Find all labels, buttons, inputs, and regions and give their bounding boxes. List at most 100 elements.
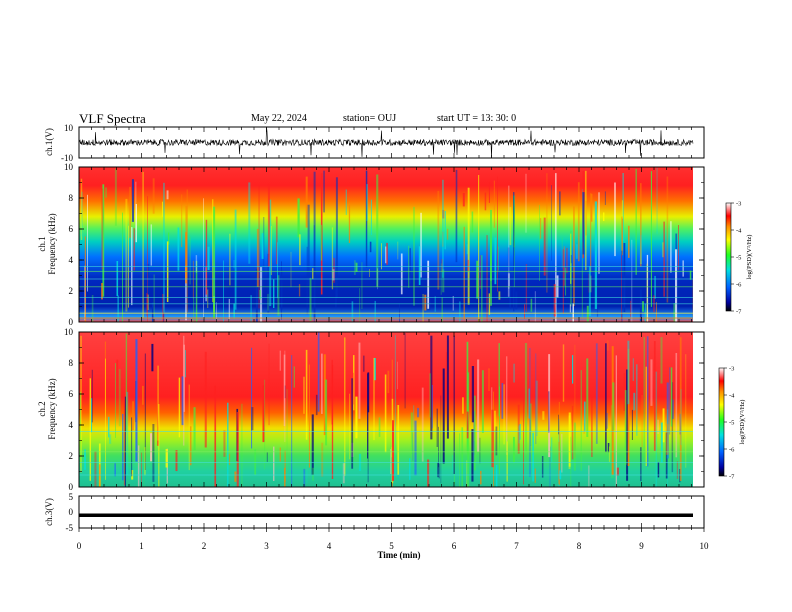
spectral-streak <box>251 407 254 431</box>
spectral-streak <box>114 463 116 477</box>
spectral-line <box>79 266 693 267</box>
ch3-waveform-ylabel: ch.3(V) <box>44 498 54 526</box>
spectral-streak <box>441 297 443 322</box>
spectral-streak <box>195 255 198 273</box>
spectral-streak <box>621 250 623 322</box>
spectral-streak <box>105 187 107 198</box>
spectral-streak <box>558 401 560 486</box>
spectral-streak <box>585 170 587 271</box>
spectral-streak <box>588 266 591 316</box>
spectral-streak <box>467 187 470 305</box>
spectral-streak <box>84 449 86 470</box>
spectral-streak <box>297 198 300 238</box>
spectral-streak <box>452 455 453 472</box>
spectral-streak <box>586 358 589 437</box>
ch2-colorbar <box>718 367 725 477</box>
spectral-streak <box>305 176 308 228</box>
spectral-streak <box>621 216 623 256</box>
spectral-streak <box>321 442 324 477</box>
spectral-streak <box>643 337 645 459</box>
spectral-streak <box>669 367 671 435</box>
spectral-streak <box>635 169 637 275</box>
spectral-streak <box>188 384 190 471</box>
spectral-streak <box>284 450 286 482</box>
spectral-streak <box>369 241 372 253</box>
spectral-streak <box>603 212 605 221</box>
spectral-streak <box>312 268 314 280</box>
spectral-streak <box>344 337 346 476</box>
start-time-label: start UT = 13: 30: 0 <box>437 113 517 124</box>
spectral-streak <box>397 241 399 260</box>
spectral-streak <box>204 351 207 448</box>
x-tick-label: 8 <box>577 541 582 551</box>
spectral-streak <box>503 384 505 445</box>
spectral-streak <box>543 217 546 276</box>
spectral-streak <box>534 291 536 322</box>
spectral-streak <box>654 275 656 299</box>
spectral-streak <box>122 413 124 481</box>
spectral-streak <box>689 270 692 280</box>
spectral-streak <box>189 236 191 285</box>
spectral-streak <box>675 353 678 458</box>
spectral-streak <box>333 257 336 283</box>
spectral-streak <box>632 358 634 381</box>
spectral-streak <box>429 373 431 418</box>
spectral-streak <box>640 183 642 267</box>
spectral-streak <box>351 378 354 469</box>
spectral-streak <box>562 249 564 314</box>
spectral-streak <box>384 374 387 453</box>
spectral-streak <box>442 368 445 464</box>
ch3-ytick-middle: 0 <box>69 507 74 517</box>
x-tick-label: 5 <box>389 541 394 551</box>
spectral-streak <box>616 467 619 476</box>
spectral-streak <box>568 412 571 467</box>
spectral-streak <box>181 376 184 426</box>
y-tick-label: 4 <box>69 255 74 265</box>
spectral-streak <box>459 433 460 487</box>
spectral-streak <box>440 395 442 484</box>
spectral-streak <box>627 340 630 405</box>
spectral-streak <box>471 429 474 482</box>
spectral-streak <box>438 426 439 468</box>
spectral-streak <box>91 369 93 423</box>
spectral-streak <box>671 399 674 419</box>
spectral-streak <box>131 417 133 477</box>
spectral-line <box>79 451 693 453</box>
spectral-streak <box>80 335 82 473</box>
spectral-streak <box>498 291 501 300</box>
spectral-streak <box>306 246 308 315</box>
time-axis-tick-labels: 0 1 2 3 4 5 6 7 8 9 10 <box>77 541 709 551</box>
spectral-streak <box>680 389 682 446</box>
y-tick-label: 2 <box>69 451 74 461</box>
spectral-streak <box>565 267 567 296</box>
ch1-colorbar-label: log(PSD)(V²/Hz) <box>746 235 753 280</box>
spectral-streak <box>299 234 301 266</box>
spectral-streak <box>495 464 498 487</box>
ch1-waveform-ylabel: ch.1(V) <box>44 128 54 156</box>
spectral-streak <box>636 364 638 436</box>
spectral-streak <box>535 380 538 437</box>
spectral-streak <box>125 198 128 312</box>
spectral-streak <box>146 293 148 316</box>
spectral-streak <box>628 225 630 258</box>
spectral-streak <box>568 415 571 469</box>
spectral-streak <box>570 436 572 487</box>
spectral-streak <box>623 243 626 312</box>
spectral-streak <box>452 296 454 311</box>
spectral-streak <box>251 347 253 449</box>
y-tick-label: 6 <box>69 389 74 399</box>
spectral-streak <box>101 283 103 300</box>
colorbar-tick-label: -5 <box>736 255 741 262</box>
y-tick-label: 2 <box>69 286 74 296</box>
spectral-streak <box>185 265 187 321</box>
spectral-streak <box>109 434 112 444</box>
spectral-streak <box>580 370 582 471</box>
spectral-streak <box>376 174 379 287</box>
x-tick-label: 2 <box>202 541 207 551</box>
spectral-streak <box>332 269 335 281</box>
spectral-streak <box>397 405 400 475</box>
spectral-streak <box>233 303 235 319</box>
spectral-streak <box>573 206 575 306</box>
spectral-streak <box>331 227 334 290</box>
spectral-streak <box>528 388 530 419</box>
